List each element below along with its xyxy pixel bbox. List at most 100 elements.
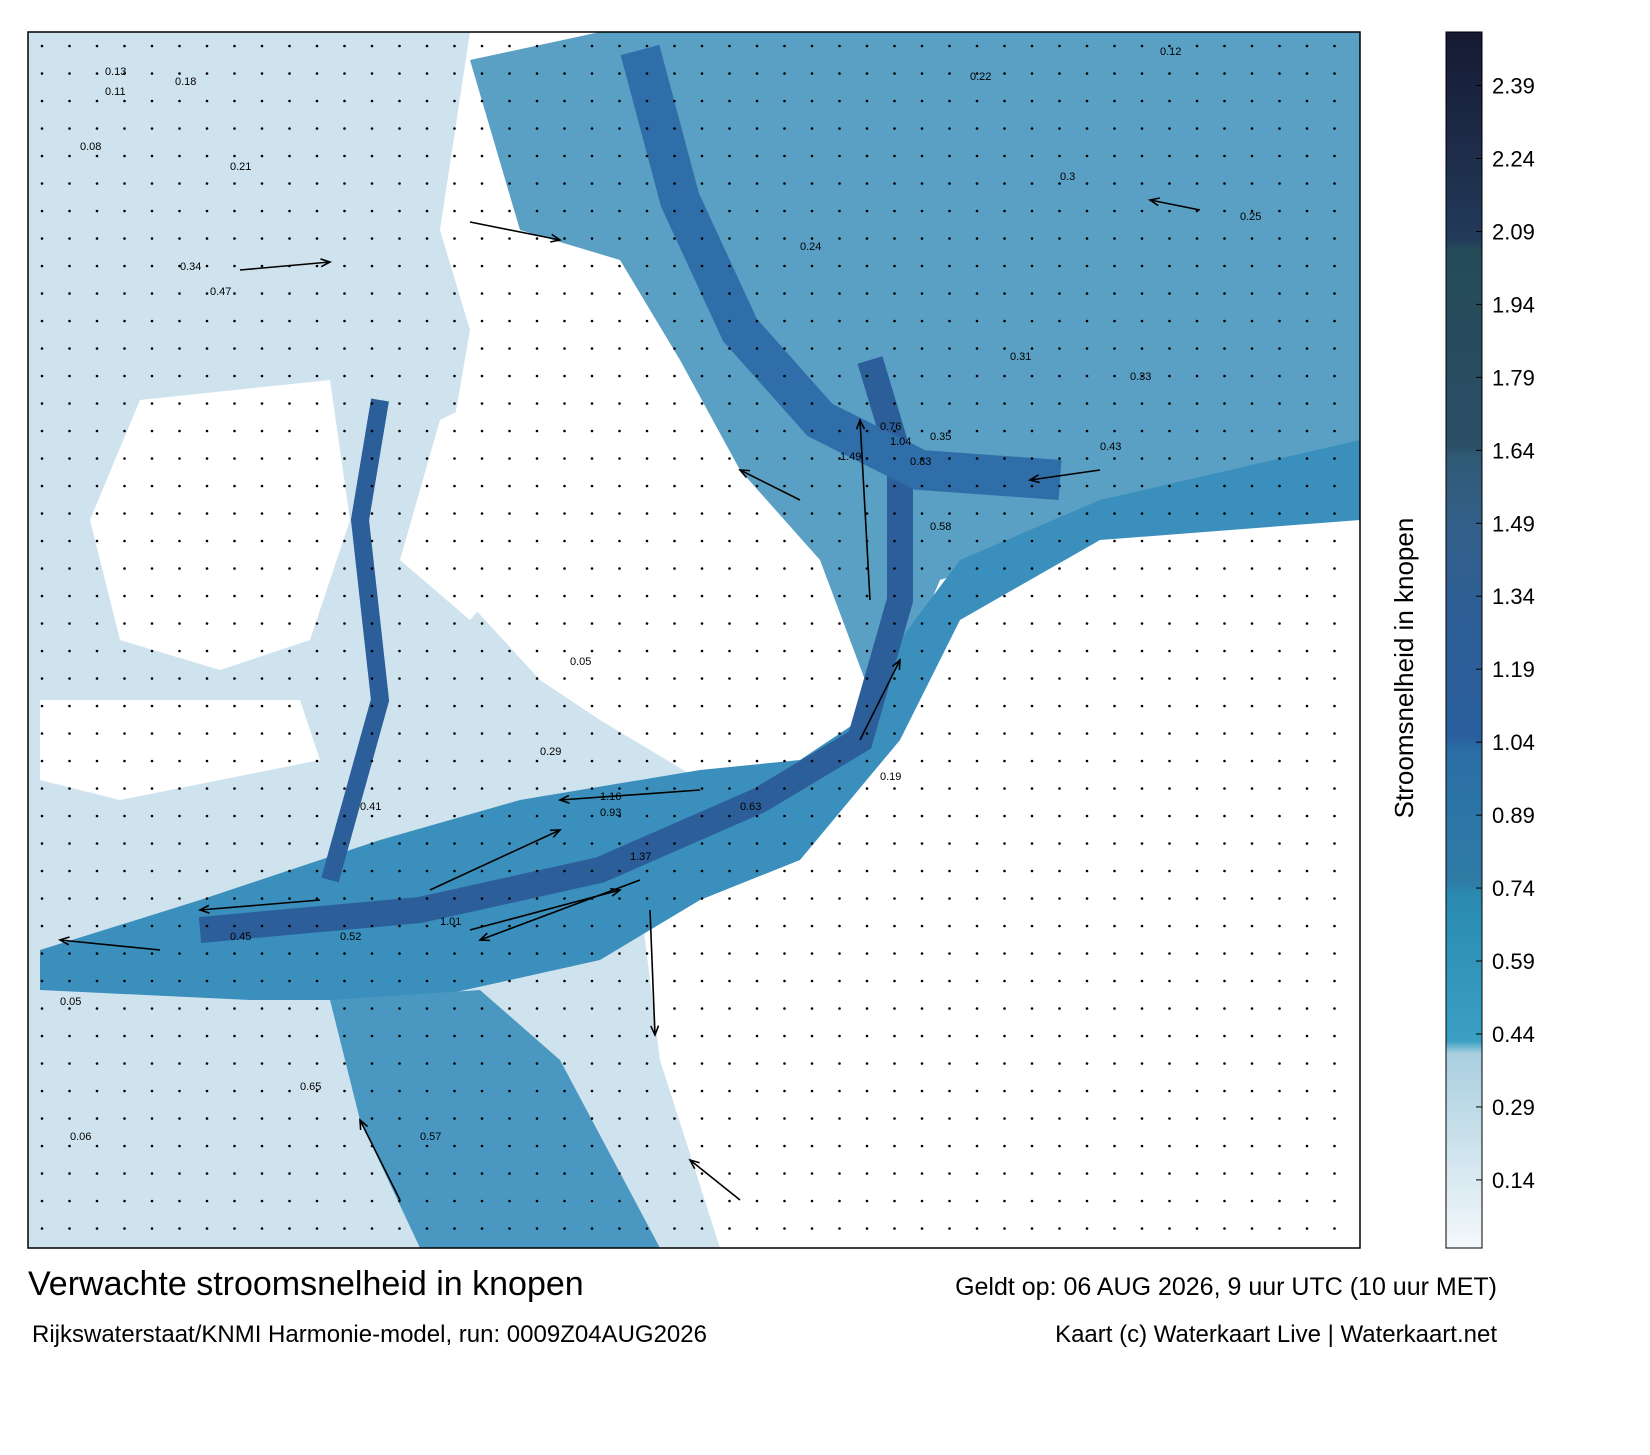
grid-dot [975,842,979,845]
grid-dot [783,154,786,158]
grid-dot [755,787,759,790]
grid-dot [1278,842,1281,845]
grid-dot [948,594,951,598]
grid-dot [1250,732,1254,735]
grid-dot [783,1172,786,1175]
deep-channel [321,398,390,883]
grid-dot [948,72,951,75]
grid-dot [563,44,566,48]
grid-dot [398,1144,401,1148]
grid-dot [1113,539,1116,543]
grid-dot [1140,704,1144,708]
grid-dot [260,512,264,515]
grid-dot [1058,72,1061,75]
colorbar-tick-label: 0.29 [1492,1095,1535,1120]
grid-dot [563,704,566,708]
grid-dot [1278,814,1281,818]
grid-dot [783,1117,786,1120]
grid-dot [1113,1117,1116,1120]
grid-dot [920,1034,924,1038]
grid-dot [948,374,951,378]
grid-dot [893,209,896,213]
grid-dot [1278,539,1281,543]
grid-dot [1085,622,1089,625]
grid-dot [1223,1144,1226,1148]
grid-dot [1223,869,1226,873]
grid-dot [1195,979,1199,983]
grid-dot [590,1144,594,1148]
grid-dot [1305,264,1309,268]
grid-dot [150,732,154,735]
grid-dot [618,402,621,405]
grid-dot [728,429,731,433]
grid-dot [343,99,346,103]
grid-dot [535,1117,539,1120]
grid-dot [673,484,676,488]
grid-dot [1223,99,1226,103]
grid-dot [618,99,621,103]
grid-dot [838,237,841,240]
grid-dot [1168,127,1171,130]
grid-dot [233,1117,236,1120]
grid-dot [1140,1172,1144,1175]
grid-dot [288,237,291,240]
grid-dot [865,594,869,598]
grid-dot [893,127,896,130]
grid-dot [68,154,71,158]
grid-dot [40,44,44,48]
grid-dot [453,842,456,845]
grid-dot [1030,72,1034,75]
grid-dot [315,1062,319,1065]
grid-dot [40,292,44,295]
grid-dot [1085,897,1089,900]
grid-dot [1195,264,1199,268]
grid-dot [1058,292,1061,295]
grid-dot [1333,72,1336,75]
grid-dot [948,1117,951,1120]
grid-dot [315,1172,319,1175]
grid-dot [370,814,374,818]
grid-dot [343,1144,346,1148]
grid-dot [673,649,676,653]
grid-dot [68,539,71,543]
grid-dot [535,182,539,185]
grid-dot [1223,1007,1226,1010]
grid-dot [1113,402,1116,405]
grid-dot [1250,182,1254,185]
grid-dot [95,952,99,955]
grid-dot [755,1227,759,1230]
grid-dot [508,539,511,543]
grid-dot [370,264,374,268]
grid-dot [508,649,511,653]
grid-dot [920,512,924,515]
grid-dot [370,292,374,295]
grid-dot [288,347,291,350]
grid-dot [398,127,401,130]
grid-dot [1333,44,1336,48]
grid-dot [920,622,924,625]
grid-dot [1140,512,1144,515]
arrow-head [197,904,210,914]
grid-dot [205,567,209,570]
grid-dot [40,72,44,75]
grid-dot [288,897,291,900]
grid-dot [205,1062,209,1065]
grid-dot [1195,1034,1199,1038]
grid-dot [1113,732,1116,735]
colorbar-tick-label: 0.74 [1492,876,1535,901]
grid-dot [590,347,594,350]
grid-dot [1278,429,1281,433]
grid-dot [453,1199,456,1203]
grid-dot [563,814,566,818]
grid-dot [425,44,429,48]
grid-dot [1250,897,1254,900]
grid-dot [370,429,374,433]
grid-dot [810,732,814,735]
grid-dot [95,677,99,680]
grid-dot [1140,979,1144,983]
grid-dot [948,1199,951,1203]
grid-dot [1250,814,1254,818]
grid-dot [1003,622,1006,625]
grid-dot [673,402,676,405]
grid-dot [948,1227,951,1230]
